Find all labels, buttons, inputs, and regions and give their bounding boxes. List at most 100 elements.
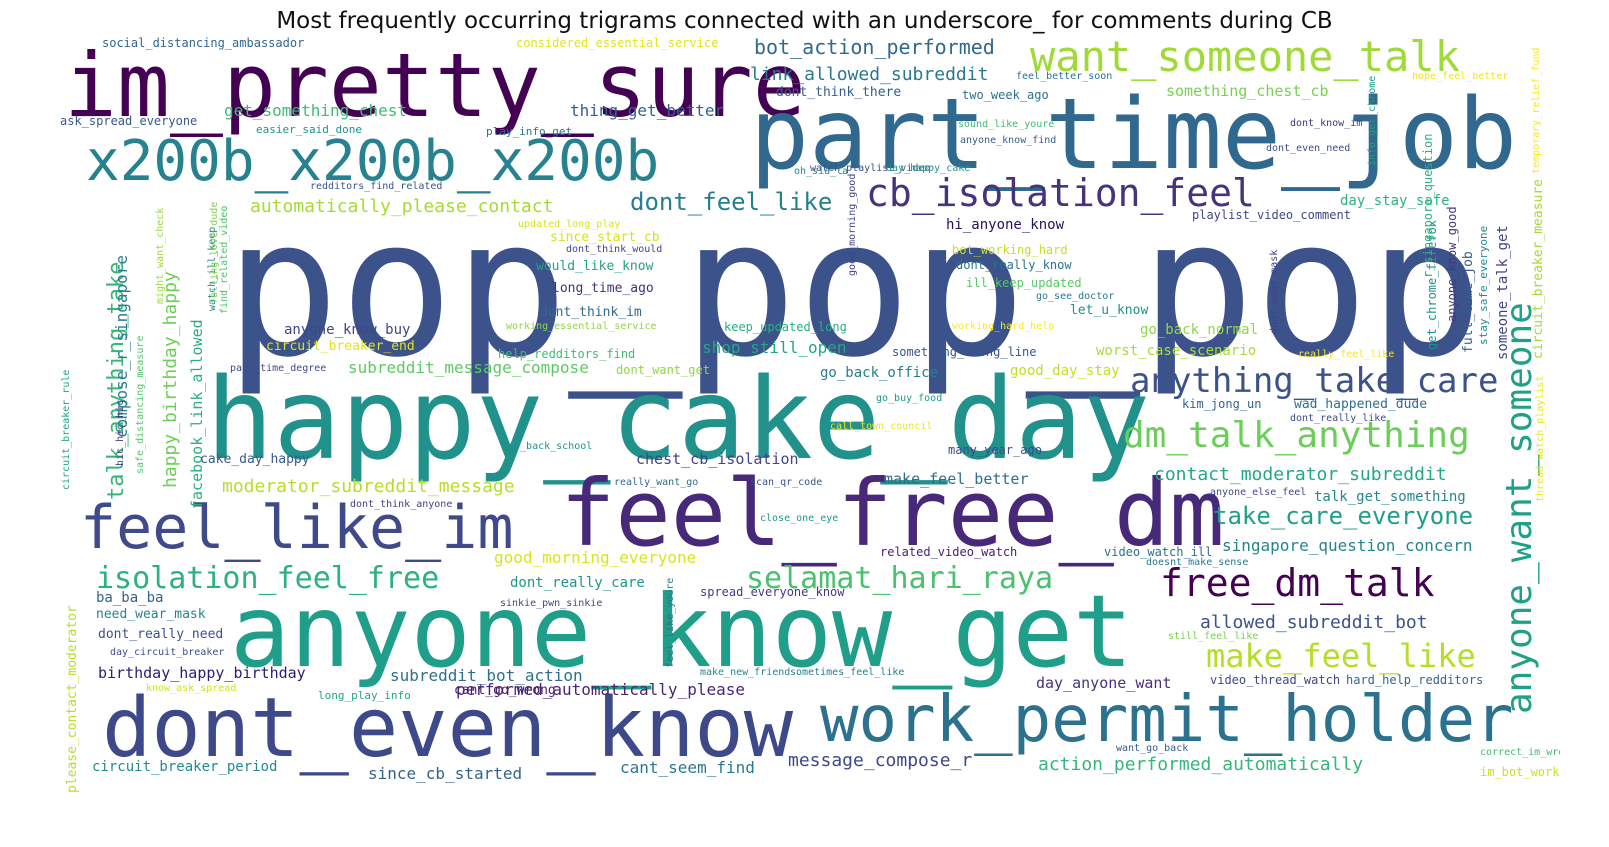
word-dont-really-need: dont_really_need [98, 627, 224, 642]
word-since-start-cb: since_start_cb [550, 230, 660, 245]
word-thing-get-better: thing_get_better [570, 101, 725, 120]
word-redditors-find-related: redditors_find_related [310, 181, 443, 192]
word-cb-isolation-feel: cb_isolation_feel [866, 171, 1255, 215]
word-dm-talk-anything: dm_talk_anything [1123, 415, 1470, 456]
word-dont-think-anyone: dont_think_anyone [350, 499, 453, 510]
word-go-see-doctor: go_see_doctor [1036, 291, 1115, 302]
word-anyone-else-feel: anyone_else_feel [1210, 487, 1307, 498]
word-go-back-office: go_back_office [820, 365, 939, 381]
word-anything-take-care: anything_take_care [1130, 361, 1499, 401]
word-oh-sia-la: oh_sia_la [794, 166, 849, 177]
word-day-anyone-want: day_anyone_want [1036, 674, 1172, 692]
word-playlist-video-comment: playlist_video_comment [1192, 208, 1351, 222]
word-info-get-chrome: info_get_chrome [1367, 75, 1378, 166]
word-stay-safe-everyone: stay_safe_everyone [1477, 225, 1490, 345]
word-selamat-hari-raya: selamat_hari_raya [746, 561, 1054, 596]
word-really-feel-like: really_feel_like [1298, 349, 1395, 360]
word-sound-like-youre: sound_like_youre [958, 119, 1055, 130]
word-circuit-breaker-end: circuit_breaker_end [266, 339, 415, 354]
word-dont-think-there: dont_think_there [776, 85, 902, 100]
word-isolation-feel-free: isolation_feel_free [96, 561, 440, 596]
word-feel-like-im: feel_like_im [80, 493, 514, 563]
word-day-circuit-breaker: day_circuit_breaker [110, 647, 225, 658]
word-circuit-breaker-measure: circuit_breaker_measure [1531, 178, 1546, 359]
word-considered-essential-service: considered_essential_service [516, 36, 719, 50]
word-sometimes-feel-like: sometimes_feel_like [790, 667, 905, 678]
word-allowed-subreddit-bot: allowed_subreddit_bot [1200, 612, 1428, 633]
word-might-want-check: might_want_check [155, 207, 166, 304]
word-chest-cb-isolation: chest_cb_isolation [636, 450, 799, 468]
word-working-essential-service: working_essential_service [506, 321, 657, 332]
word-need-wear-mask: need_wear_mask [96, 607, 206, 622]
word-social-distancing-ambassador: social_distancing_ambassador [102, 36, 305, 50]
word-dont-really-like: dont_really_like [1290, 413, 1387, 424]
word-thread-watch-playlist: thread_watch_playlist [1535, 375, 1546, 502]
word-temporary-relief-fund: temporary_relief_fund [1531, 47, 1542, 174]
word-make-feel-better: make_feel_better [884, 470, 1029, 488]
word-dont-really-know: dont_really_know [956, 258, 1072, 272]
word-hi-anyone-know: hi_anyone_know [946, 217, 1065, 233]
word-really-want-go: really_want_go [614, 477, 699, 488]
word-anyone-know-find: anyone_know_find [960, 135, 1057, 146]
word-make-new-friend: make_new_friend [700, 667, 791, 678]
word-go-buy-food: go_buy_food [876, 393, 943, 404]
word-circuit-breaker-rule: circuit_breaker_rule [61, 369, 72, 490]
word-dont-even-know: dont_even_know [102, 681, 794, 776]
word-video-watch-ill: video_watch_ill [1104, 545, 1213, 559]
word-help-redditors-find: help_redditors_find [498, 347, 636, 361]
word-since-cb-started: since_cb_started [368, 764, 523, 783]
word-birthday-happy-birthday: birthday_happy_birthday [98, 664, 306, 682]
word-r-singapore-question: r_singapore_question [1421, 133, 1435, 279]
word-would-like-know: would_like_know [536, 259, 654, 274]
word-anyone-know-good: anyone_know_good [1445, 206, 1459, 322]
word-dont-know-im: dont_know_im [1290, 118, 1363, 129]
word-sinkie-pwn-sinkie: sinkie_pwn_sinkie [500, 598, 603, 609]
word-long-play-info: long_play_info [318, 689, 411, 702]
word-want-someone-talk: want_someone_talk [1030, 34, 1460, 81]
word-pop-pop-pop: pop_pop_pop [225, 178, 1484, 399]
word-full-time-job: full_time_job [1461, 251, 1476, 353]
word-message-compose-r: message_compose_r [788, 750, 973, 771]
word-dont-think-im: dont_think_im [540, 305, 642, 320]
word-two-week-ago: two_week_ago [962, 88, 1049, 102]
word-many-year-ago: many_year_ago [948, 443, 1042, 457]
word-please-contact-moderator: please_contact_moderator [65, 605, 80, 793]
word-cloud: pop_pop_pop happy_cake_day anyone_know_get… [60, 34, 1560, 794]
word-day-happy-cake: day_happy_cake [886, 163, 971, 174]
word-hope-feel-better: hope_feel_better [1412, 71, 1509, 82]
word-safe-distancing-measure: safe_distancing_measure [135, 335, 146, 474]
word-play-info-get: play_info_get [486, 125, 573, 138]
word-cant-go-wrong: cant_go_wrong [454, 683, 556, 698]
word-part-time-job: part_time_job [750, 78, 1518, 192]
word-x200b-x200b-x200b: x200b_x200b_x200b [86, 129, 660, 194]
word-action-performed-automatically: action_performed_automatically [1038, 754, 1364, 775]
word-hard-help-redditors: hard_help_redditors [1346, 673, 1484, 687]
word-go-back-school: go_back_school [508, 441, 593, 452]
word-know-ask-spread: know_ask_spread [146, 683, 237, 694]
word-something-along-line: something_along_line [892, 345, 1037, 359]
word-feel-better-soon: feel_better_soon [1016, 71, 1113, 82]
word-bot-action-performed: bot_action_performed [754, 35, 995, 59]
word-easier-said-done: easier_said_done [256, 123, 362, 136]
word-dont-really-care: dont_really_care [510, 575, 645, 591]
word-cant-seem-find: cant_seem_find [620, 758, 755, 777]
word-anyone-know-get: anyone_know_get [230, 573, 1134, 690]
word-take-care-everyone: take_care_everyone [1213, 502, 1474, 530]
word-updated-long-play: updated_long_play [518, 219, 621, 230]
word-singapore-question-concern: singapore_question_concern [1222, 536, 1473, 555]
word-dont-want-get: dont_want_get [616, 363, 710, 377]
word-long-time-ago: long_time_ago [552, 281, 654, 296]
word-keep-updated-long: keep_updated_long [724, 320, 847, 334]
word-cake-day-happy: cake_day_happy [200, 452, 310, 467]
word-shop-still-open: shop_still_open [702, 338, 847, 357]
word-scan-qr-code: scan_qr_code [750, 477, 823, 488]
word-day-stay-safe: day_stay_safe [1340, 193, 1450, 209]
word-im-bot-working: im_bot_working [1480, 765, 1560, 779]
word-ill-keep-updated: ill_keep_updated [966, 276, 1082, 290]
word-make-feel-like: make_feel_like [1206, 637, 1476, 675]
word-anyone-want-someone: anyone_want_someone [1499, 302, 1540, 714]
word-worst-case-scenario: worst_case_scenario [1096, 343, 1257, 359]
word-ba-ba-ba: ba_ba_ba [96, 590, 164, 606]
word-good-morning-everyone: good_morning_everyone [494, 548, 697, 567]
word-wad-happened-dude: wad_happened_dude [1294, 397, 1428, 412]
